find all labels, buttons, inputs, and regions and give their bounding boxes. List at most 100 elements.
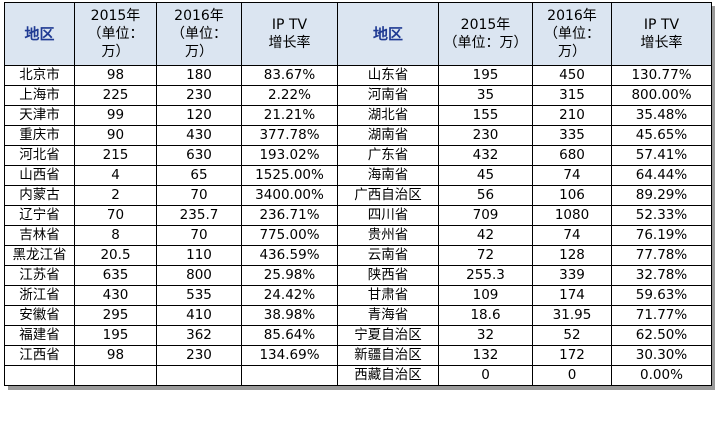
right-growth-cell[interactable]: 45.65% (611, 125, 712, 146)
left-growth-cell[interactable]: 236.71% (241, 205, 338, 226)
left-region-cell[interactable]: 浙江省 (4, 285, 75, 306)
right-region-cell[interactable]: 湖南省 (337, 125, 439, 146)
right-2015-cell[interactable]: 230 (438, 125, 533, 146)
left-2016-cell[interactable]: 70 (156, 185, 242, 206)
left-2015-cell[interactable]: 99 (74, 105, 157, 126)
right-growth-cell[interactable]: 0.00% (611, 365, 712, 386)
right-2016-cell[interactable]: 450 (532, 65, 612, 86)
left-growth-cell[interactable]: 193.02% (241, 145, 338, 166)
left-2016-cell[interactable]: 180 (156, 65, 242, 86)
header-growth-left[interactable]: IP TV 增长率 (241, 2, 338, 66)
left-growth-cell[interactable]: 1525.00% (241, 165, 338, 186)
right-region-cell[interactable]: 湖北省 (337, 105, 439, 126)
right-2015-cell[interactable]: 155 (438, 105, 533, 126)
left-region-cell[interactable]: 吉林省 (4, 225, 75, 246)
right-2016-cell[interactable]: 210 (532, 105, 612, 126)
right-growth-cell[interactable]: 76.19% (611, 225, 712, 246)
right-2016-cell[interactable]: 335 (532, 125, 612, 146)
header-2016-left[interactable]: 2016年 （单位： 万） (156, 2, 242, 66)
header-2015-left[interactable]: 2015年 （单位： 万） (74, 2, 157, 66)
right-2015-cell[interactable]: 709 (438, 205, 533, 226)
left-2015-cell[interactable]: 635 (74, 265, 157, 286)
right-2015-cell[interactable]: 432 (438, 145, 533, 166)
left-growth-cell[interactable]: 83.67% (241, 65, 338, 86)
left-region-cell[interactable]: 江西省 (4, 345, 75, 366)
left-growth-cell[interactable]: 775.00% (241, 225, 338, 246)
header-region-right[interactable]: 地区 (337, 2, 439, 66)
right-region-cell[interactable]: 四川省 (337, 205, 439, 226)
left-2016-cell[interactable]: 430 (156, 125, 242, 146)
left-2016-cell[interactable]: 362 (156, 325, 242, 346)
right-region-cell[interactable]: 陕西省 (337, 265, 439, 286)
left-2016-cell[interactable]: 410 (156, 305, 242, 326)
left-2015-cell[interactable] (74, 365, 157, 386)
left-region-cell[interactable]: 北京市 (4, 65, 75, 86)
left-growth-cell[interactable]: 38.98% (241, 305, 338, 326)
right-region-cell[interactable]: 广东省 (337, 145, 439, 166)
right-region-cell[interactable]: 云南省 (337, 245, 439, 266)
right-region-cell[interactable]: 河南省 (337, 85, 439, 106)
right-2016-cell[interactable]: 31.95 (532, 305, 612, 326)
right-2015-cell[interactable]: 42 (438, 225, 533, 246)
left-2015-cell[interactable]: 295 (74, 305, 157, 326)
right-2016-cell[interactable]: 172 (532, 345, 612, 366)
left-region-cell[interactable]: 天津市 (4, 105, 75, 126)
right-region-cell[interactable]: 广西自治区 (337, 185, 439, 206)
left-2016-cell[interactable]: 800 (156, 265, 242, 286)
left-2015-cell[interactable]: 195 (74, 325, 157, 346)
left-2015-cell[interactable]: 430 (74, 285, 157, 306)
left-2015-cell[interactable]: 4 (74, 165, 157, 186)
right-region-cell[interactable]: 新疆自治区 (337, 345, 439, 366)
left-2015-cell[interactable]: 70 (74, 205, 157, 226)
left-growth-cell[interactable]: 2.22% (241, 85, 338, 106)
header-growth-right[interactable]: IP TV 增长率 (611, 2, 712, 66)
left-2016-cell[interactable]: 120 (156, 105, 242, 126)
left-2015-cell[interactable]: 90 (74, 125, 157, 146)
left-growth-cell[interactable]: 85.64% (241, 325, 338, 346)
left-2016-cell[interactable]: 230 (156, 345, 242, 366)
right-2016-cell[interactable]: 128 (532, 245, 612, 266)
left-region-cell[interactable]: 福建省 (4, 325, 75, 346)
right-growth-cell[interactable]: 800.00% (611, 85, 712, 106)
left-2016-cell[interactable]: 70 (156, 225, 242, 246)
right-region-cell[interactable]: 贵州省 (337, 225, 439, 246)
right-growth-cell[interactable]: 35.48% (611, 105, 712, 126)
left-region-cell[interactable]: 江苏省 (4, 265, 75, 286)
right-growth-cell[interactable]: 57.41% (611, 145, 712, 166)
right-2015-cell[interactable]: 132 (438, 345, 533, 366)
right-2016-cell[interactable]: 315 (532, 85, 612, 106)
left-2015-cell[interactable]: 215 (74, 145, 157, 166)
left-growth-cell[interactable]: 377.78% (241, 125, 338, 146)
left-region-cell[interactable] (4, 365, 75, 386)
right-2015-cell[interactable]: 32 (438, 325, 533, 346)
left-2016-cell[interactable]: 630 (156, 145, 242, 166)
left-2015-cell[interactable]: 2 (74, 185, 157, 206)
right-growth-cell[interactable]: 30.30% (611, 345, 712, 366)
right-growth-cell[interactable]: 77.78% (611, 245, 712, 266)
left-2015-cell[interactable]: 98 (74, 345, 157, 366)
left-region-cell[interactable]: 辽宁省 (4, 205, 75, 226)
header-region-left[interactable]: 地区 (4, 2, 75, 66)
right-growth-cell[interactable]: 62.50% (611, 325, 712, 346)
left-2015-cell[interactable]: 20.5 (74, 245, 157, 266)
left-region-cell[interactable]: 黑龙江省 (4, 245, 75, 266)
right-region-cell[interactable]: 甘肃省 (337, 285, 439, 306)
left-growth-cell[interactable]: 21.21% (241, 105, 338, 126)
left-2016-cell[interactable]: 65 (156, 165, 242, 186)
right-2015-cell[interactable]: 0 (438, 365, 533, 386)
left-2016-cell[interactable] (156, 365, 242, 386)
left-2016-cell[interactable]: 110 (156, 245, 242, 266)
right-growth-cell[interactable]: 32.78% (611, 265, 712, 286)
right-2016-cell[interactable]: 74 (532, 225, 612, 246)
left-2015-cell[interactable]: 8 (74, 225, 157, 246)
right-region-cell[interactable]: 青海省 (337, 305, 439, 326)
right-growth-cell[interactable]: 89.29% (611, 185, 712, 206)
left-growth-cell[interactable]: 134.69% (241, 345, 338, 366)
left-growth-cell[interactable]: 25.98% (241, 265, 338, 286)
right-growth-cell[interactable]: 64.44% (611, 165, 712, 186)
right-2015-cell[interactable]: 45 (438, 165, 533, 186)
right-region-cell[interactable]: 西藏自治区 (337, 365, 439, 386)
left-region-cell[interactable]: 上海市 (4, 85, 75, 106)
right-growth-cell[interactable]: 71.77% (611, 305, 712, 326)
right-2015-cell[interactable]: 255.3 (438, 265, 533, 286)
